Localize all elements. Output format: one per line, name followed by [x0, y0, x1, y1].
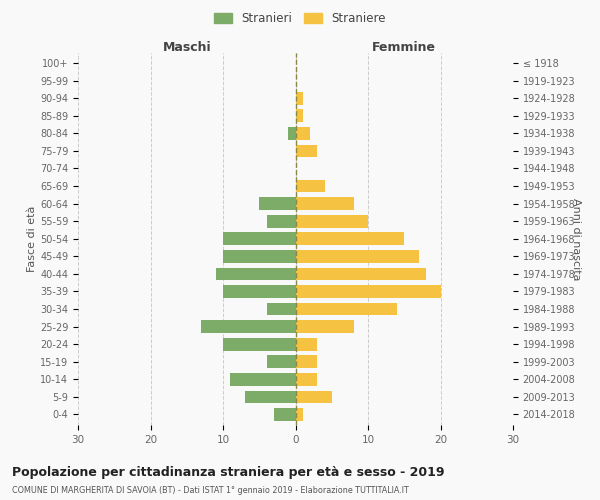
- Bar: [296, 390, 332, 403]
- Legend: Stranieri, Straniere: Stranieri, Straniere: [211, 8, 389, 28]
- Bar: [296, 144, 317, 157]
- Bar: [296, 232, 404, 245]
- Bar: [296, 92, 303, 104]
- Bar: [223, 250, 296, 262]
- Bar: [259, 198, 296, 210]
- Bar: [223, 232, 296, 245]
- Bar: [296, 127, 310, 140]
- Bar: [296, 180, 325, 192]
- Bar: [296, 302, 397, 316]
- Bar: [216, 268, 296, 280]
- Text: Maschi: Maschi: [163, 42, 211, 54]
- Bar: [296, 215, 368, 228]
- Bar: [266, 356, 296, 368]
- Bar: [288, 127, 296, 140]
- Bar: [266, 215, 296, 228]
- Bar: [296, 250, 419, 262]
- Bar: [296, 320, 353, 333]
- Bar: [296, 408, 303, 421]
- Bar: [266, 302, 296, 316]
- Bar: [245, 390, 296, 403]
- Y-axis label: Fasce di età: Fasce di età: [27, 206, 37, 272]
- Bar: [296, 285, 440, 298]
- Bar: [296, 373, 317, 386]
- Text: COMUNE DI MARGHERITA DI SAVOIA (BT) - Dati ISTAT 1° gennaio 2019 - Elaborazione : COMUNE DI MARGHERITA DI SAVOIA (BT) - Da…: [12, 486, 409, 495]
- Bar: [296, 198, 353, 210]
- Bar: [201, 320, 296, 333]
- Y-axis label: Anni di nascita: Anni di nascita: [571, 198, 581, 280]
- Bar: [296, 338, 317, 350]
- Bar: [223, 338, 296, 350]
- Bar: [296, 268, 426, 280]
- Bar: [274, 408, 296, 421]
- Text: Popolazione per cittadinanza straniera per età e sesso - 2019: Popolazione per cittadinanza straniera p…: [12, 466, 445, 479]
- Bar: [296, 110, 303, 122]
- Bar: [223, 285, 296, 298]
- Bar: [296, 356, 317, 368]
- Text: Femmine: Femmine: [372, 42, 436, 54]
- Bar: [230, 373, 296, 386]
